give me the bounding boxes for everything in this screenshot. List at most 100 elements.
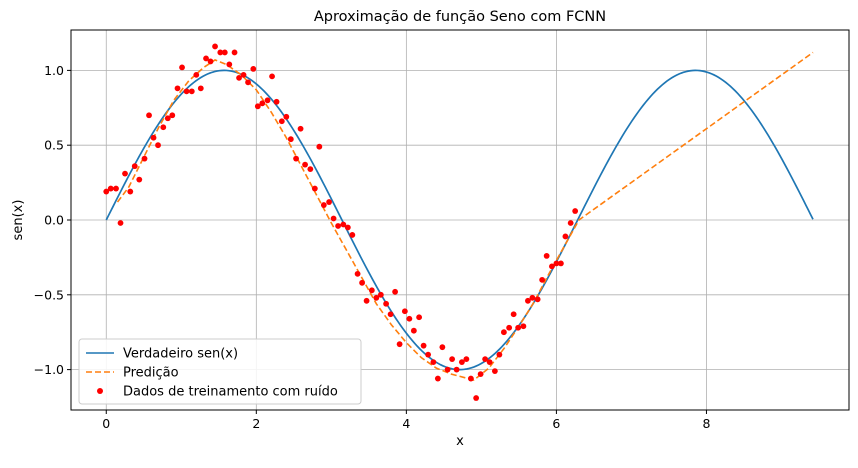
training-point — [529, 294, 536, 301]
true-series — [105, 69, 814, 371]
training-point — [146, 112, 152, 119]
training-point — [302, 161, 308, 168]
training-point — [316, 143, 323, 150]
training-point — [335, 223, 341, 229]
training-scatter — [103, 43, 579, 401]
x-axis-label: x — [456, 434, 464, 449]
y-tick-label: −0.5 — [34, 287, 64, 302]
training-point — [278, 118, 285, 125]
training-point — [169, 112, 176, 119]
prediction-line — [116, 51, 814, 381]
x-tick-label: 2 — [252, 416, 260, 431]
training-point — [164, 115, 171, 122]
training-point — [539, 276, 546, 283]
chart-title: Aproximação de função Seno com FCNN — [314, 9, 606, 25]
training-point — [113, 185, 119, 192]
legend-box — [78, 338, 362, 405]
training-point — [562, 233, 569, 240]
training-point — [449, 356, 456, 363]
training-point — [567, 220, 574, 226]
training-point — [420, 342, 427, 349]
training-point — [141, 155, 148, 162]
training-point — [103, 188, 110, 195]
training-point — [183, 88, 190, 95]
training-point — [269, 73, 275, 80]
training-point — [515, 324, 522, 331]
training-point — [525, 297, 531, 304]
training-point — [363, 297, 370, 304]
legend-swatch-train — [97, 388, 103, 394]
training-point — [203, 55, 209, 62]
x-tick-label: 8 — [702, 416, 710, 431]
x-ticks: 0 2 4 6 8 — [102, 410, 710, 431]
training-point — [293, 155, 299, 162]
training-point — [349, 232, 356, 238]
training-point — [359, 279, 365, 286]
training-point — [520, 323, 527, 330]
training-point — [193, 71, 200, 78]
training-point — [326, 199, 332, 205]
training-point — [122, 170, 128, 177]
training-point — [549, 263, 555, 270]
training-point — [150, 134, 157, 141]
training-point — [226, 61, 233, 68]
training-point — [287, 136, 294, 143]
y-tick-label: 1.0 — [44, 63, 64, 78]
training-point — [387, 311, 394, 318]
training-point — [473, 395, 480, 401]
training-point — [377, 291, 384, 298]
training-point — [136, 176, 143, 183]
training-point — [486, 359, 493, 366]
training-point — [406, 315, 413, 322]
training-point — [283, 113, 290, 120]
y-tick-label: 0.5 — [44, 138, 64, 153]
true-sine-line — [105, 69, 814, 371]
training-point — [383, 300, 389, 307]
legend-label-train: Dados de treinamento com ruído — [123, 385, 338, 400]
training-point — [534, 296, 541, 303]
training-point — [307, 166, 314, 173]
prediction-series — [116, 51, 814, 381]
training-point — [553, 260, 560, 267]
training-point — [396, 341, 403, 348]
training-point — [416, 314, 423, 321]
training-point — [491, 368, 498, 374]
training-point — [188, 88, 195, 95]
x-tick-label: 6 — [552, 416, 560, 431]
training-point — [236, 74, 242, 81]
training-point — [117, 220, 124, 226]
training-point — [340, 221, 347, 228]
training-point — [207, 58, 214, 65]
training-point — [467, 375, 474, 382]
training-point — [212, 43, 218, 50]
training-point — [174, 85, 181, 92]
legend: Verdadeiro sen(x) Predição Dados de trei… — [78, 338, 362, 405]
training-point — [179, 64, 185, 71]
training-point — [330, 215, 337, 222]
training-point — [506, 324, 513, 331]
y-tick-label: −1.0 — [34, 362, 64, 377]
training-point — [107, 185, 114, 192]
training-point — [259, 100, 266, 107]
training-point — [510, 311, 517, 318]
training-point — [477, 371, 484, 377]
training-point — [425, 351, 432, 358]
training-point — [482, 356, 489, 363]
training-point — [231, 49, 238, 56]
y-tick-label: 0.0 — [44, 213, 64, 228]
training-point — [572, 208, 579, 214]
training-point — [496, 351, 503, 358]
x-tick-label: 0 — [102, 416, 110, 431]
training-point — [392, 288, 398, 295]
training-point — [245, 79, 251, 86]
legend-label-pred: Predição — [123, 366, 179, 381]
training-point — [430, 359, 437, 366]
training-point — [434, 375, 441, 382]
training-point — [444, 366, 451, 373]
training-point — [458, 359, 465, 366]
training-point — [127, 188, 134, 195]
training-point — [311, 185, 318, 192]
training-point — [160, 124, 167, 131]
training-point — [273, 98, 280, 105]
